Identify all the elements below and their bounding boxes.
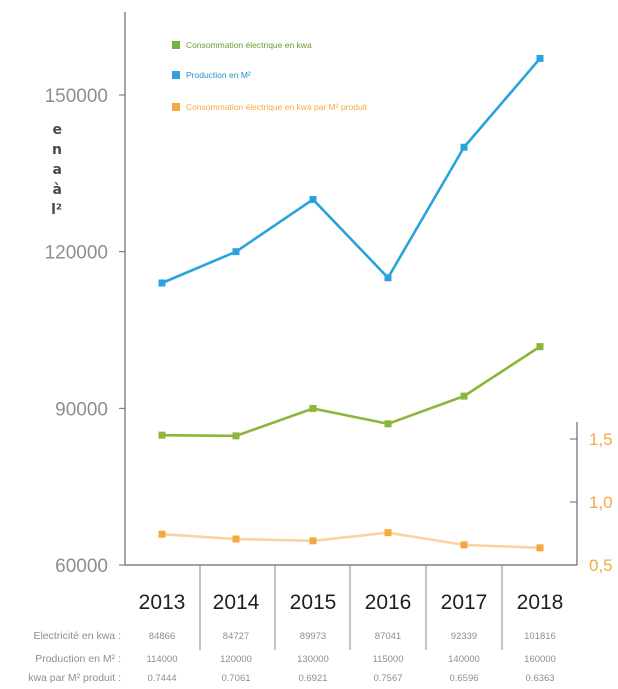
side-text-line: e [52, 122, 63, 138]
left-y-axis: 150000 120000 90000 60000 [45, 86, 125, 577]
data-point [536, 343, 544, 351]
x-tick-label: 2013 [139, 591, 186, 614]
table-cell: 0.7444 [147, 673, 176, 684]
legend-label: Consommation électrique en kwa [186, 40, 312, 50]
data-point [536, 54, 544, 62]
legend-label: Production en M² [186, 70, 251, 80]
table-cell: 89973 [300, 631, 326, 642]
data-point [158, 279, 166, 287]
x-tick-label: 2016 [365, 591, 412, 614]
table-cell: 120000 [220, 654, 252, 665]
left-tick-label: 90000 [55, 399, 108, 420]
table-cell: 0.7061 [221, 673, 250, 684]
side-text-line: n [52, 142, 62, 158]
data-point [232, 248, 240, 256]
left-tick-label: 60000 [55, 556, 108, 577]
right-tick-label: 1,0 [589, 493, 613, 512]
x-axis-labels: 2013 2014 2015 2016 2017 2018 [139, 591, 564, 614]
right-y-axis: 1,5 1,0 0,5 [570, 430, 613, 575]
right-tick-label: 1,5 [589, 430, 613, 449]
side-text-line: l² [51, 202, 62, 218]
table-cell: 130000 [297, 654, 329, 665]
data-point [232, 432, 240, 440]
data-point [309, 195, 317, 203]
x-tick-label: 2015 [290, 591, 337, 614]
data-point [460, 541, 468, 549]
table-cell: 0.6596 [449, 673, 478, 684]
data-point [232, 535, 240, 543]
x-tick-label: 2018 [517, 591, 564, 614]
data-point [384, 529, 392, 537]
side-text-fragment: e n a à l² [0, 120, 62, 220]
table-cell: 0.7567 [373, 673, 402, 684]
legend: Consommation électrique en kwa Production… [172, 40, 368, 112]
table-row-label: Electricité en kwa : [33, 630, 121, 642]
data-point [309, 537, 317, 545]
data-point [384, 274, 392, 282]
data-point [536, 544, 544, 552]
data-point [309, 404, 317, 412]
series-line [161, 57, 541, 285]
series-layer [158, 54, 544, 552]
table-cell: 114000 [147, 654, 178, 665]
table-cell: 140000 [448, 654, 480, 665]
chart-axes [124, 12, 578, 650]
data-point [460, 392, 468, 400]
data-point [158, 530, 166, 538]
legend-label: Consommation électrique en kwa par M² pr… [186, 102, 368, 112]
left-tick-label: 120000 [45, 243, 108, 264]
side-text-line: a [52, 162, 62, 178]
side-text-line: à [52, 182, 62, 198]
legend-swatch [172, 103, 180, 111]
table-row-label: kwa par M² produit : [28, 672, 121, 684]
table-cell: 84866 [149, 631, 175, 642]
table-cell: 92339 [451, 631, 477, 642]
table-row-label: Production en M² : [35, 653, 121, 665]
table-cell: 84727 [223, 631, 249, 642]
data-point [158, 431, 166, 439]
table-cell: 160000 [524, 654, 556, 665]
data-table: Electricité en kwa : 84866 84727 89973 87041… [28, 630, 556, 684]
table-cell: 101816 [524, 631, 556, 642]
series-line [161, 345, 541, 438]
table-cell: 115000 [373, 654, 404, 665]
data-point [460, 143, 468, 151]
table-cell: 0.6363 [525, 673, 554, 684]
legend-swatch [172, 71, 180, 79]
legend-swatch [172, 41, 180, 49]
left-tick-label: 150000 [45, 86, 108, 107]
table-cell: 0.6921 [298, 673, 327, 684]
series-line [161, 531, 541, 550]
x-tick-label: 2017 [441, 591, 488, 614]
table-cell: 87041 [375, 631, 401, 642]
data-point [384, 420, 392, 428]
right-tick-label: 0,5 [589, 556, 613, 575]
x-tick-label: 2014 [213, 591, 260, 614]
